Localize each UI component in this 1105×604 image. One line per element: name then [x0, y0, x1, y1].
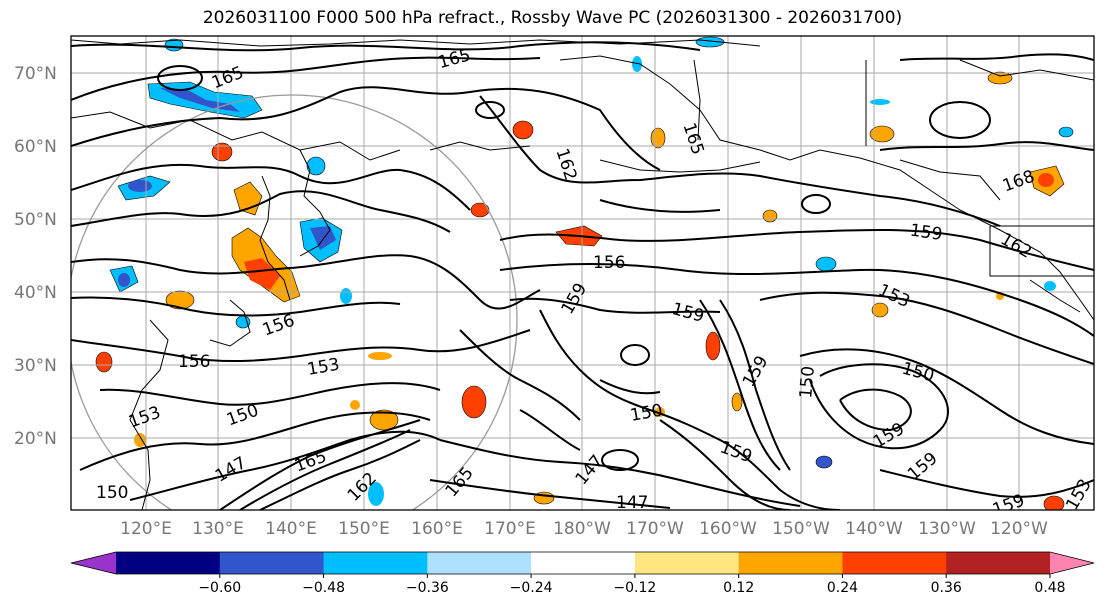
- contour-label: 156: [178, 352, 210, 372]
- colorbar-segment: [219, 552, 325, 574]
- lon-label: 180°W: [553, 519, 611, 539]
- colorbar-tick-label: −0.48: [302, 580, 345, 596]
- lon-label: 130°W: [918, 519, 976, 539]
- lat-label: 40°N: [14, 283, 57, 303]
- colorbar-segment: [427, 552, 532, 574]
- colorbar: −0.60 −0.48 −0.36 −0.24 −0.12 0.12 0.24 0.36 0.4…: [70, 551, 1095, 596]
- lon-label: 120°W: [990, 519, 1048, 539]
- refractivity-contours: [71, 41, 1094, 510]
- colorbar-tick-label: −0.60: [198, 580, 241, 596]
- contour-label: 150: [796, 365, 819, 399]
- lon-label: 140°W: [845, 519, 903, 539]
- coastlines: [71, 39, 1094, 510]
- lon-label: 170°E: [484, 519, 536, 539]
- lon-label: 130°E: [192, 519, 244, 539]
- colorbar-extend-low: [71, 552, 116, 574]
- lon-label: 160°W: [699, 519, 757, 539]
- colorbar-segment: [323, 552, 428, 574]
- contour-label: 156: [593, 253, 625, 273]
- range-circle: [71, 94, 518, 510]
- lon-label: 160°E: [411, 519, 463, 539]
- contour-label: 147: [616, 493, 648, 513]
- lat-label: 50°N: [14, 210, 57, 230]
- contour-label: 150: [96, 483, 128, 503]
- lat-label: 30°N: [14, 356, 57, 376]
- lon-label: 140°E: [265, 519, 317, 539]
- colorbar-segment: [842, 552, 947, 574]
- colorbar-extend-high: [1050, 552, 1094, 574]
- lon-label: 170°W: [626, 519, 684, 539]
- colorbar-tick-label: 0.24: [827, 580, 858, 596]
- colorbar-tick-label: 0.36: [931, 580, 962, 596]
- contour-label: 159: [909, 221, 944, 245]
- colorbar-segment: [531, 552, 636, 574]
- lon-label: 150°W: [772, 519, 830, 539]
- map-frame: [70, 35, 1095, 511]
- colorbar-tick-label: −0.24: [510, 580, 553, 596]
- lon-label: 150°E: [338, 519, 390, 539]
- colorbar-segment: [946, 552, 1051, 574]
- lat-label: 20°N: [14, 429, 57, 449]
- colorbar-segment: [116, 552, 221, 574]
- negative-anomaly-patches: [109, 36, 1074, 506]
- lat-label: 60°N: [14, 137, 57, 157]
- colorbar-tick-label: 0.48: [1034, 580, 1065, 596]
- longitude-labels: 120°E 130°E 140°E 150°E 160°E 170°E 180°…: [120, 519, 1048, 539]
- lon-label: 120°E: [120, 519, 172, 539]
- latitude-labels: 70°N 60°N 50°N 40°N 30°N 20°N: [14, 64, 57, 449]
- map-title: 2026031100 F000 500 hPa refract., Rossby…: [202, 8, 903, 28]
- colorbar-segment: [738, 552, 843, 574]
- colorbar-tick-label: −0.36: [406, 580, 449, 596]
- colorbar-outline: [70, 551, 1095, 575]
- lat-label: 70°N: [14, 64, 57, 84]
- colorbar-segment: [634, 552, 740, 574]
- colorbar-tick-label: 0.12: [723, 580, 754, 596]
- colorbar-tick-label: −0.12: [613, 580, 656, 596]
